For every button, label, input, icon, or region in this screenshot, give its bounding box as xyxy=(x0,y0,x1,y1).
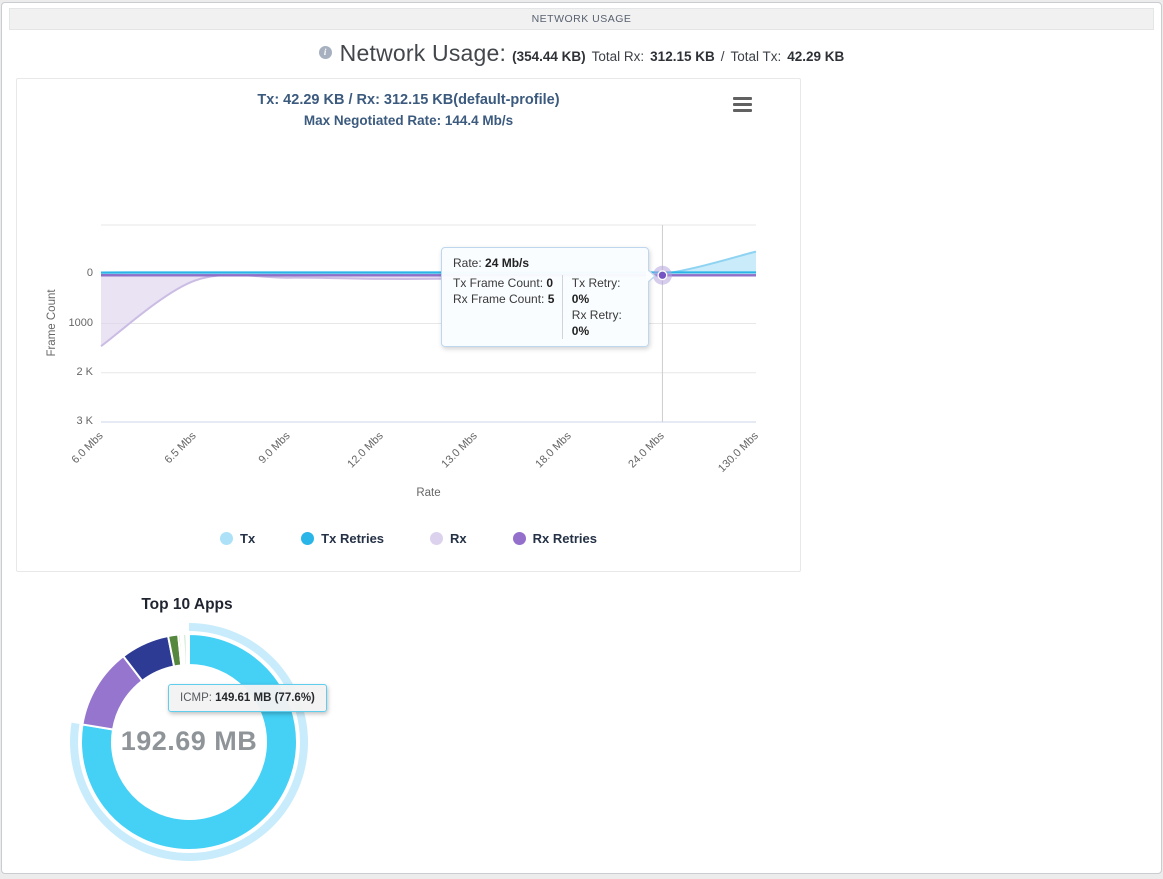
tooltip-rate-value: 24 Mb/s xyxy=(485,256,530,270)
legend-marker-icon xyxy=(430,532,444,545)
chart-context-menu-icon[interactable] xyxy=(733,97,752,112)
tooltip-rx-retry-value: 0% xyxy=(571,324,590,338)
page-title: Network Usage: xyxy=(339,40,507,66)
legend-marker-icon xyxy=(512,532,526,545)
tooltip-tx-frame-label: Tx Frame Count: xyxy=(453,276,544,290)
chart-legend: Tx Tx Retries Rx Rx Retries xyxy=(17,531,800,546)
total-tx-value: 42.29 KB xyxy=(787,49,845,64)
total-usage-value: (354.44 KB) xyxy=(512,49,586,64)
total-tx-label: Total Tx: xyxy=(730,49,782,64)
top-apps-donut-chart[interactable] xyxy=(60,618,332,876)
y-axis-title: Frame Count xyxy=(46,289,58,357)
donut-tooltip-value: 149.61 MB (77.6%) xyxy=(215,692,315,704)
legend-label: Tx xyxy=(240,531,256,546)
frame-count-chart[interactable] xyxy=(17,79,802,509)
legend-label: Tx Retries xyxy=(321,531,385,546)
tooltip-divider xyxy=(561,275,563,339)
donut-tooltip-label: ICMP: xyxy=(180,692,212,704)
tooltip-rate-label: Rate: xyxy=(453,256,482,270)
legend-label: Rx Retries xyxy=(532,531,597,546)
legend-marker-icon xyxy=(220,532,233,545)
legend-item-rx-retries[interactable]: Rx Retries xyxy=(512,531,597,546)
tooltip-tx-retry-value: 0% xyxy=(571,292,590,306)
chart-title: Tx: 42.29 KB / Rx: 312.15 KB(default-pro… xyxy=(257,92,560,108)
donut-slices[interactable] xyxy=(80,633,298,851)
legend-label: Rx xyxy=(450,531,467,546)
series-areas xyxy=(101,252,756,346)
donut-title: Top 10 Apps xyxy=(141,596,233,613)
chart-subtitle: Max Negotiated Rate: 144.4 Mb/s xyxy=(303,113,514,128)
donut-tooltip: ICMP: 149.61 MB (77.6%) xyxy=(168,684,327,712)
legend-item-tx[interactable]: Tx xyxy=(220,531,255,546)
chart-tooltip: Rate: 24 Mb/s Tx Frame Count: 0 Rx Frame… xyxy=(441,247,656,347)
donut-slice-icmp[interactable] xyxy=(80,633,298,851)
y-tick-label: 2 K xyxy=(76,365,93,378)
tooltip-tx-frame-value: 0 xyxy=(546,276,554,290)
y-tick-label: 1000 xyxy=(68,316,93,329)
total-rx-label: Total Rx: xyxy=(591,49,645,64)
series-lines xyxy=(100,250,757,347)
y-gridlines xyxy=(101,224,756,423)
window-titlebar: NETWORK USAGE xyxy=(9,8,1154,30)
network-usage-chart-panel: Tx: 42.29 KB / Rx: 312.15 KB(default-pro… xyxy=(16,78,801,572)
tooltip-rx-retry-label: Rx Retry: xyxy=(571,308,622,322)
tooltip-rx-frame-label: Rx Frame Count: xyxy=(453,292,545,306)
tooltip-rx-frame-value: 5 xyxy=(547,292,555,306)
donut-slice[interactable] xyxy=(186,633,190,667)
window-title: NETWORK USAGE xyxy=(531,13,632,25)
page-header: i Network Usage: (354.44 KB) Total Rx: 312.1… xyxy=(0,40,1163,70)
rx-tx-separator: / xyxy=(720,49,725,64)
legend-item-tx-retries[interactable]: Tx Retries xyxy=(301,531,384,546)
donut-center-total: 192.69 MB xyxy=(120,726,258,756)
legend-item-rx[interactable]: Rx xyxy=(430,531,467,546)
y-tick-label: 3 K xyxy=(76,415,93,427)
tooltip-tx-retry-label: Tx Retry: xyxy=(571,276,621,290)
x-axis-title: Rate xyxy=(416,487,441,499)
hover-marker[interactable] xyxy=(652,265,672,285)
total-rx-value: 312.15 KB xyxy=(650,49,715,64)
top-apps-panel: Top 10 Apps 192.69 MB ICMP: 149.61 MB (7… xyxy=(60,592,332,878)
legend-marker-icon xyxy=(301,532,315,545)
info-icon[interactable]: i xyxy=(318,46,332,59)
y-tick-label: 0 xyxy=(86,267,93,280)
